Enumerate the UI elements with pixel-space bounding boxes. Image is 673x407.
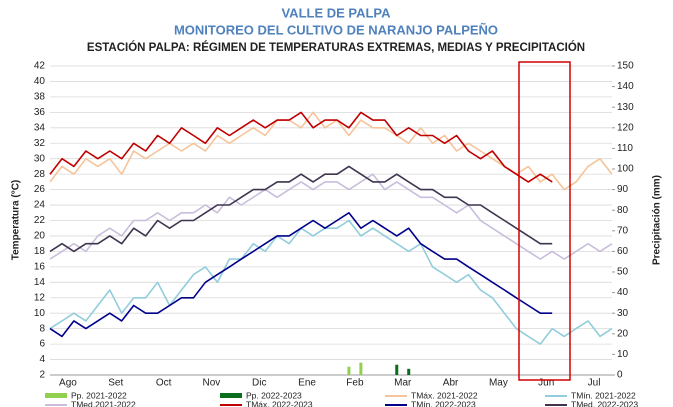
y-tick-label: 6	[39, 339, 45, 350]
y2-tick-label: 0	[617, 370, 623, 381]
series-line	[49, 111, 613, 191]
series-line	[49, 212, 553, 338]
y2-tick-label: 80	[617, 205, 629, 216]
x-tick-label: May	[489, 378, 508, 389]
y-tick-label: 32	[34, 138, 46, 149]
x-tick-label: Jun	[538, 378, 554, 389]
x-tick-label: Nov	[203, 378, 221, 389]
y-tick-label: 4	[39, 354, 45, 365]
y-tick-label: 14	[34, 277, 46, 288]
legend-label: Pp. 2022-2023	[246, 390, 302, 400]
y2-tick-label: 90	[617, 184, 629, 195]
x-tick-label: Jul	[588, 378, 601, 389]
y2-tick-label: 150	[617, 61, 634, 72]
series-line	[49, 111, 553, 183]
y2-tick-label: 120	[617, 122, 634, 133]
x-tick-label: Dic	[252, 378, 266, 389]
y2-tick-label: 60	[617, 246, 629, 257]
y-tick-label: 18	[34, 246, 46, 257]
chart-subtitle: MONITOREO DEL CULTIVO DE NARANJO PALPEÑO	[174, 22, 498, 37]
x-tick-label: Feb	[346, 378, 364, 389]
y2-axis-label: Precipitación (mm)	[652, 175, 663, 265]
y2-tick-label: 110	[617, 143, 633, 154]
bar	[407, 368, 411, 375]
y-tick-label: 36	[34, 107, 46, 118]
y2-tick-label: 40	[617, 287, 629, 298]
legend-swatch	[220, 393, 242, 398]
legend-label: Pp. 2021-2022	[71, 390, 127, 400]
y-tick-label: 12	[34, 292, 46, 303]
y-tick-label: 42	[34, 61, 46, 72]
legend-swatch	[45, 393, 67, 398]
y-tick-label: 26	[34, 184, 46, 195]
y-tick-label: 8	[39, 323, 45, 334]
y2-tick-label: 10	[617, 349, 629, 360]
y2-tick-label: 130	[617, 102, 634, 113]
legend-label: TMed.2021-2022	[71, 399, 136, 407]
legend-label: TMín. 2021-2022	[571, 390, 636, 400]
x-tick-label: Ene	[298, 378, 316, 389]
chart-title: VALLE DE PALPA	[281, 5, 391, 20]
series-line	[49, 173, 613, 260]
y-tick-label: 24	[34, 200, 46, 211]
plot: 2468101214161820222426283032343638404201…	[34, 61, 634, 389]
bar	[359, 362, 363, 375]
legend-label: TMín. 2022-2023	[411, 399, 476, 407]
bar	[347, 366, 351, 375]
x-tick-label: Oct	[156, 378, 172, 389]
legend-label: TMáx. 2021-2022	[411, 390, 478, 400]
highlight-box	[518, 61, 571, 381]
y-tick-label: 40	[34, 76, 46, 87]
x-tick-label: Abr	[443, 378, 459, 389]
x-tick-label: Mar	[394, 378, 412, 389]
y2-tick-label: 100	[617, 164, 634, 175]
series-line	[49, 165, 553, 253]
chart-heading: ESTACIÓN PALPA: RÉGIMEN DE TEMPERATURAS …	[87, 41, 585, 54]
y2-tick-label: 20	[617, 328, 629, 339]
y2-tick-label: 70	[617, 225, 629, 236]
bar	[395, 364, 399, 375]
legend-label: TMáx. 2022-2023	[246, 399, 313, 407]
y-tick-label: 2	[39, 370, 45, 381]
y-tick-label: 16	[34, 261, 46, 272]
y-tick-label: 34	[34, 122, 46, 133]
y-tick-label: 30	[34, 153, 46, 164]
y-tick-label: 22	[34, 215, 46, 226]
y-tick-label: 28	[34, 169, 46, 180]
y-tick-label: 38	[34, 92, 46, 103]
x-tick-label: Ago	[59, 378, 77, 389]
y2-tick-label: 50	[617, 267, 629, 278]
legend-label: TMed. 2022-2023	[571, 399, 638, 407]
y2-tick-label: 140	[617, 81, 634, 92]
y-tick-label: 10	[34, 308, 46, 319]
y-tick-label: 20	[34, 231, 46, 242]
y2-tick-label: 30	[617, 308, 629, 319]
y-axis-label: Temperatura (°C)	[11, 180, 22, 261]
x-tick-label: Set	[108, 378, 123, 389]
